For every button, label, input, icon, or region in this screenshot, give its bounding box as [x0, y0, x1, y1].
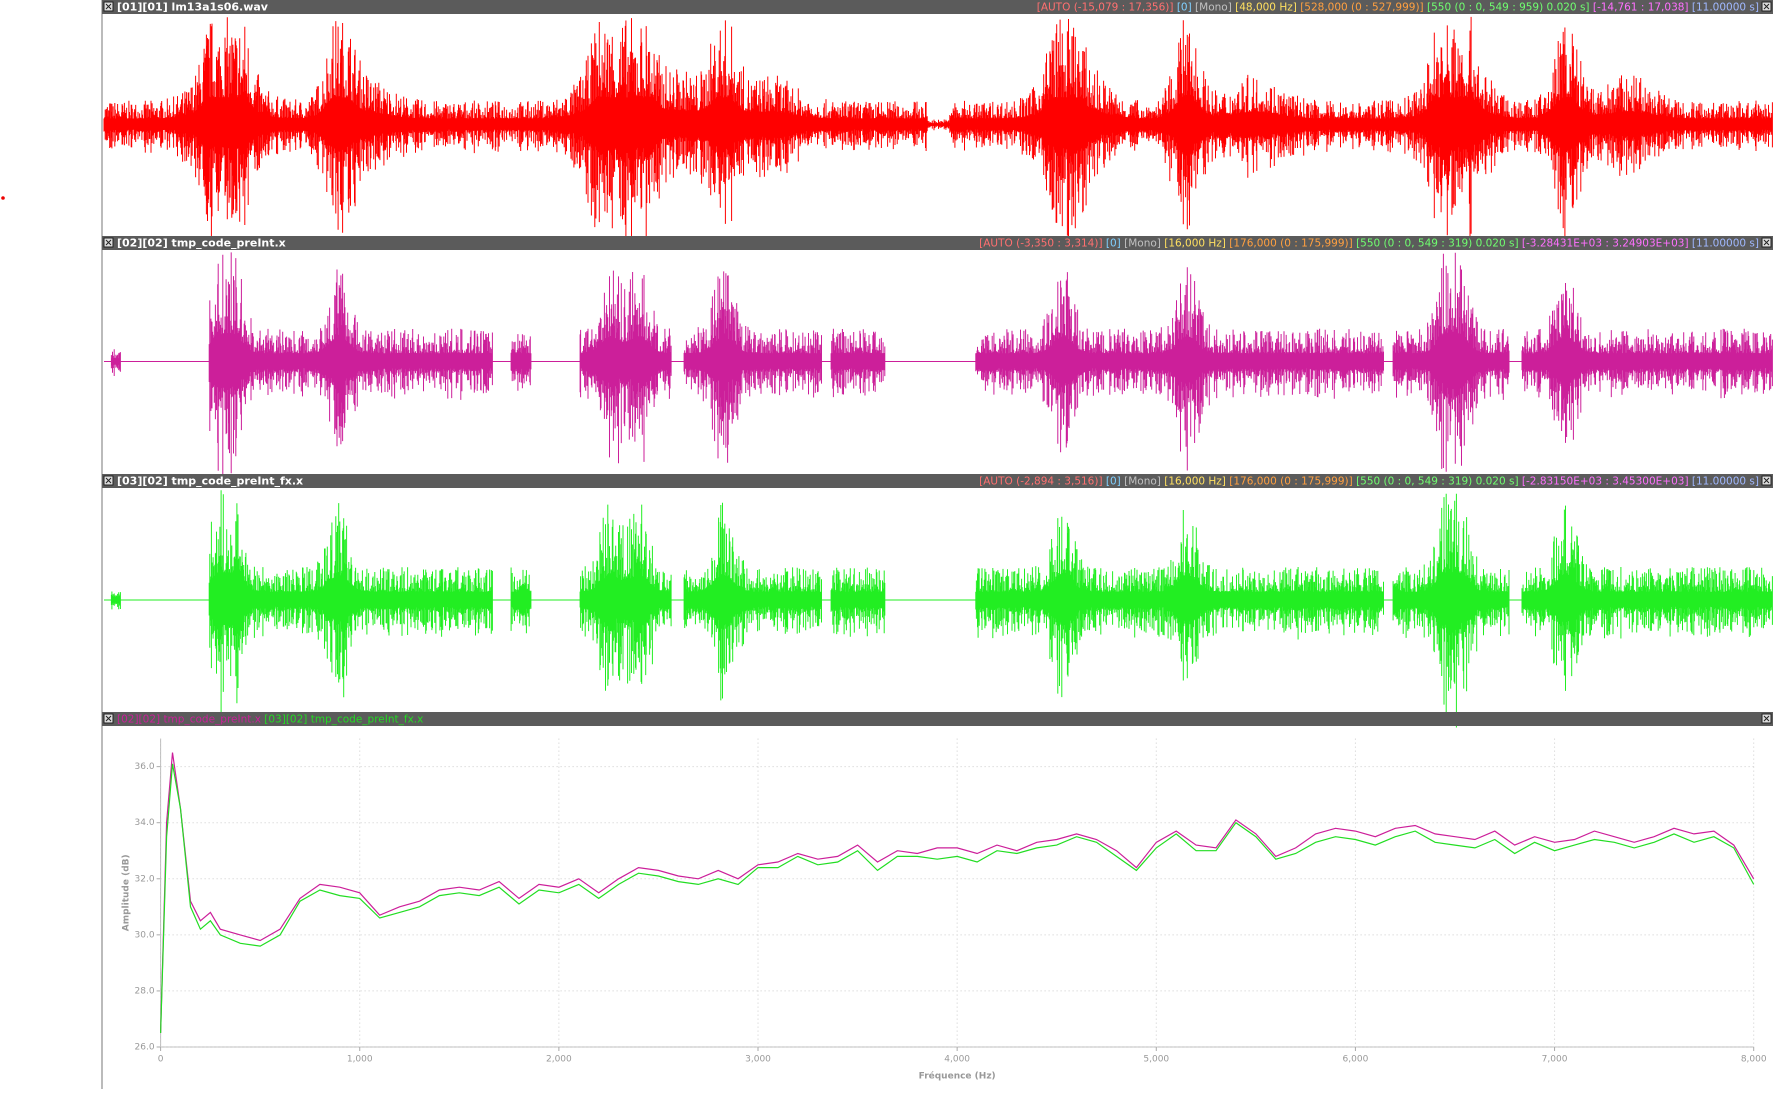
y-tick-label: 26.0	[135, 1043, 155, 1053]
panel-info: [AUTO (-15,079 : 17,356)] [0] [Mono] [48…	[1037, 2, 1759, 14]
panel-info: [AUTO (-3,350 : 3,314)] [0] [Mono] [16,0…	[979, 238, 1759, 250]
x-tick-label: 2,000	[546, 1055, 572, 1065]
info-segment: [176,000 (0 : 175,999)]	[1229, 476, 1352, 488]
x-tick-label: 7,000	[1542, 1055, 1568, 1065]
info-segment: [16,000 Hz]	[1164, 476, 1226, 488]
x-tick-label: 3,000	[745, 1055, 771, 1065]
close-icon	[1763, 239, 1770, 246]
spectrum-line	[160, 763, 1755, 1034]
info-segment: [-14,761 : 17,038]	[1593, 2, 1689, 14]
x-tick-label: 0	[158, 1055, 164, 1065]
y-tick-label: 32.0	[135, 874, 155, 884]
info-segment: [550 (0 : 0, 549 : 319) 0.020 s]	[1356, 238, 1519, 250]
x-tick-label: 5,000	[1143, 1055, 1169, 1065]
close-icon	[105, 3, 112, 10]
close-icon	[1763, 3, 1770, 10]
close-icon	[1763, 715, 1770, 722]
x-axis-label: Fréquence (Hz)	[919, 1071, 996, 1082]
waveform	[104, 252, 1773, 479]
panel-info: [AUTO (-2,894 : 3,516)] [0] [Mono] [16,0…	[979, 476, 1759, 488]
info-segment: [550 (0 : 0, 549 : 959) 0.020 s]	[1427, 2, 1590, 14]
waveform	[104, 490, 1773, 728]
info-segment: [0]	[1106, 238, 1121, 250]
legend-entry: [02][02] tmp_code_preInt.x	[117, 714, 261, 726]
x-tick-label: 6,000	[1343, 1055, 1369, 1065]
close-icon	[105, 715, 112, 722]
y-axis-label: Amplitude (dB)	[122, 854, 132, 931]
y-tick-label: 28.0	[135, 986, 155, 996]
spectrum-line	[160, 752, 1755, 1034]
close-icon	[105, 477, 112, 484]
info-segment: [11.00000 s]	[1692, 476, 1759, 488]
panel-header	[102, 712, 1773, 726]
info-segment: [0]	[1106, 476, 1121, 488]
info-segment: [AUTO (-3,350 : 3,314)]	[979, 238, 1102, 250]
x-tick-label: 4,000	[944, 1055, 970, 1065]
panel-title: [02][02] tmp_code_preInt.x	[117, 237, 286, 250]
x-tick-label: 1,000	[347, 1055, 373, 1065]
panel-title: [01][01] lm13a1s06.wav	[117, 1, 269, 14]
info-segment: [-3.28431E+03 : 3.24903E+03]	[1522, 238, 1689, 250]
panel-header	[102, 236, 1773, 250]
x-tick-label: 8,000	[1741, 1055, 1767, 1065]
info-segment: [Mono]	[1124, 476, 1161, 488]
y-tick-label: 34.0	[135, 818, 155, 828]
info-segment: [550 (0 : 0, 549 : 319) 0.020 s]	[1356, 476, 1519, 488]
info-segment: [0]	[1177, 2, 1192, 14]
legend: [02][02] tmp_code_preInt.x [03][02] tmp_…	[117, 714, 423, 726]
info-segment: [528,000 (0 : 527,999)]	[1300, 2, 1423, 14]
panel-title: [03][02] tmp_code_preInt_fx.x	[117, 475, 303, 488]
close-icon	[1763, 477, 1770, 484]
y-tick-label: 30.0	[135, 930, 155, 940]
info-segment: [AUTO (-15,079 : 17,356)]	[1037, 2, 1174, 14]
info-segment: [48,000 Hz]	[1235, 2, 1297, 14]
info-segment: [176,000 (0 : 175,999)]	[1229, 238, 1352, 250]
info-segment: [AUTO (-2,894 : 3,516)]	[979, 476, 1102, 488]
info-segment: [11.00000 s]	[1692, 2, 1759, 14]
waveform	[103, 16, 1773, 249]
info-segment: [11.00000 s]	[1692, 238, 1759, 250]
info-segment: [Mono]	[1124, 238, 1161, 250]
y-tick-label: 36.0	[135, 762, 155, 772]
close-icon	[105, 239, 112, 246]
info-segment: [16,000 Hz]	[1164, 238, 1226, 250]
info-segment: [-2.83150E+03 : 3.45300E+03]	[1522, 476, 1689, 488]
panel-header	[102, 0, 1773, 14]
marker-dot	[1, 196, 5, 200]
panel-header	[102, 474, 1773, 488]
legend-entry: [03][02] tmp_code_preInt_fx.x	[264, 714, 423, 726]
info-segment: [Mono]	[1195, 2, 1232, 14]
